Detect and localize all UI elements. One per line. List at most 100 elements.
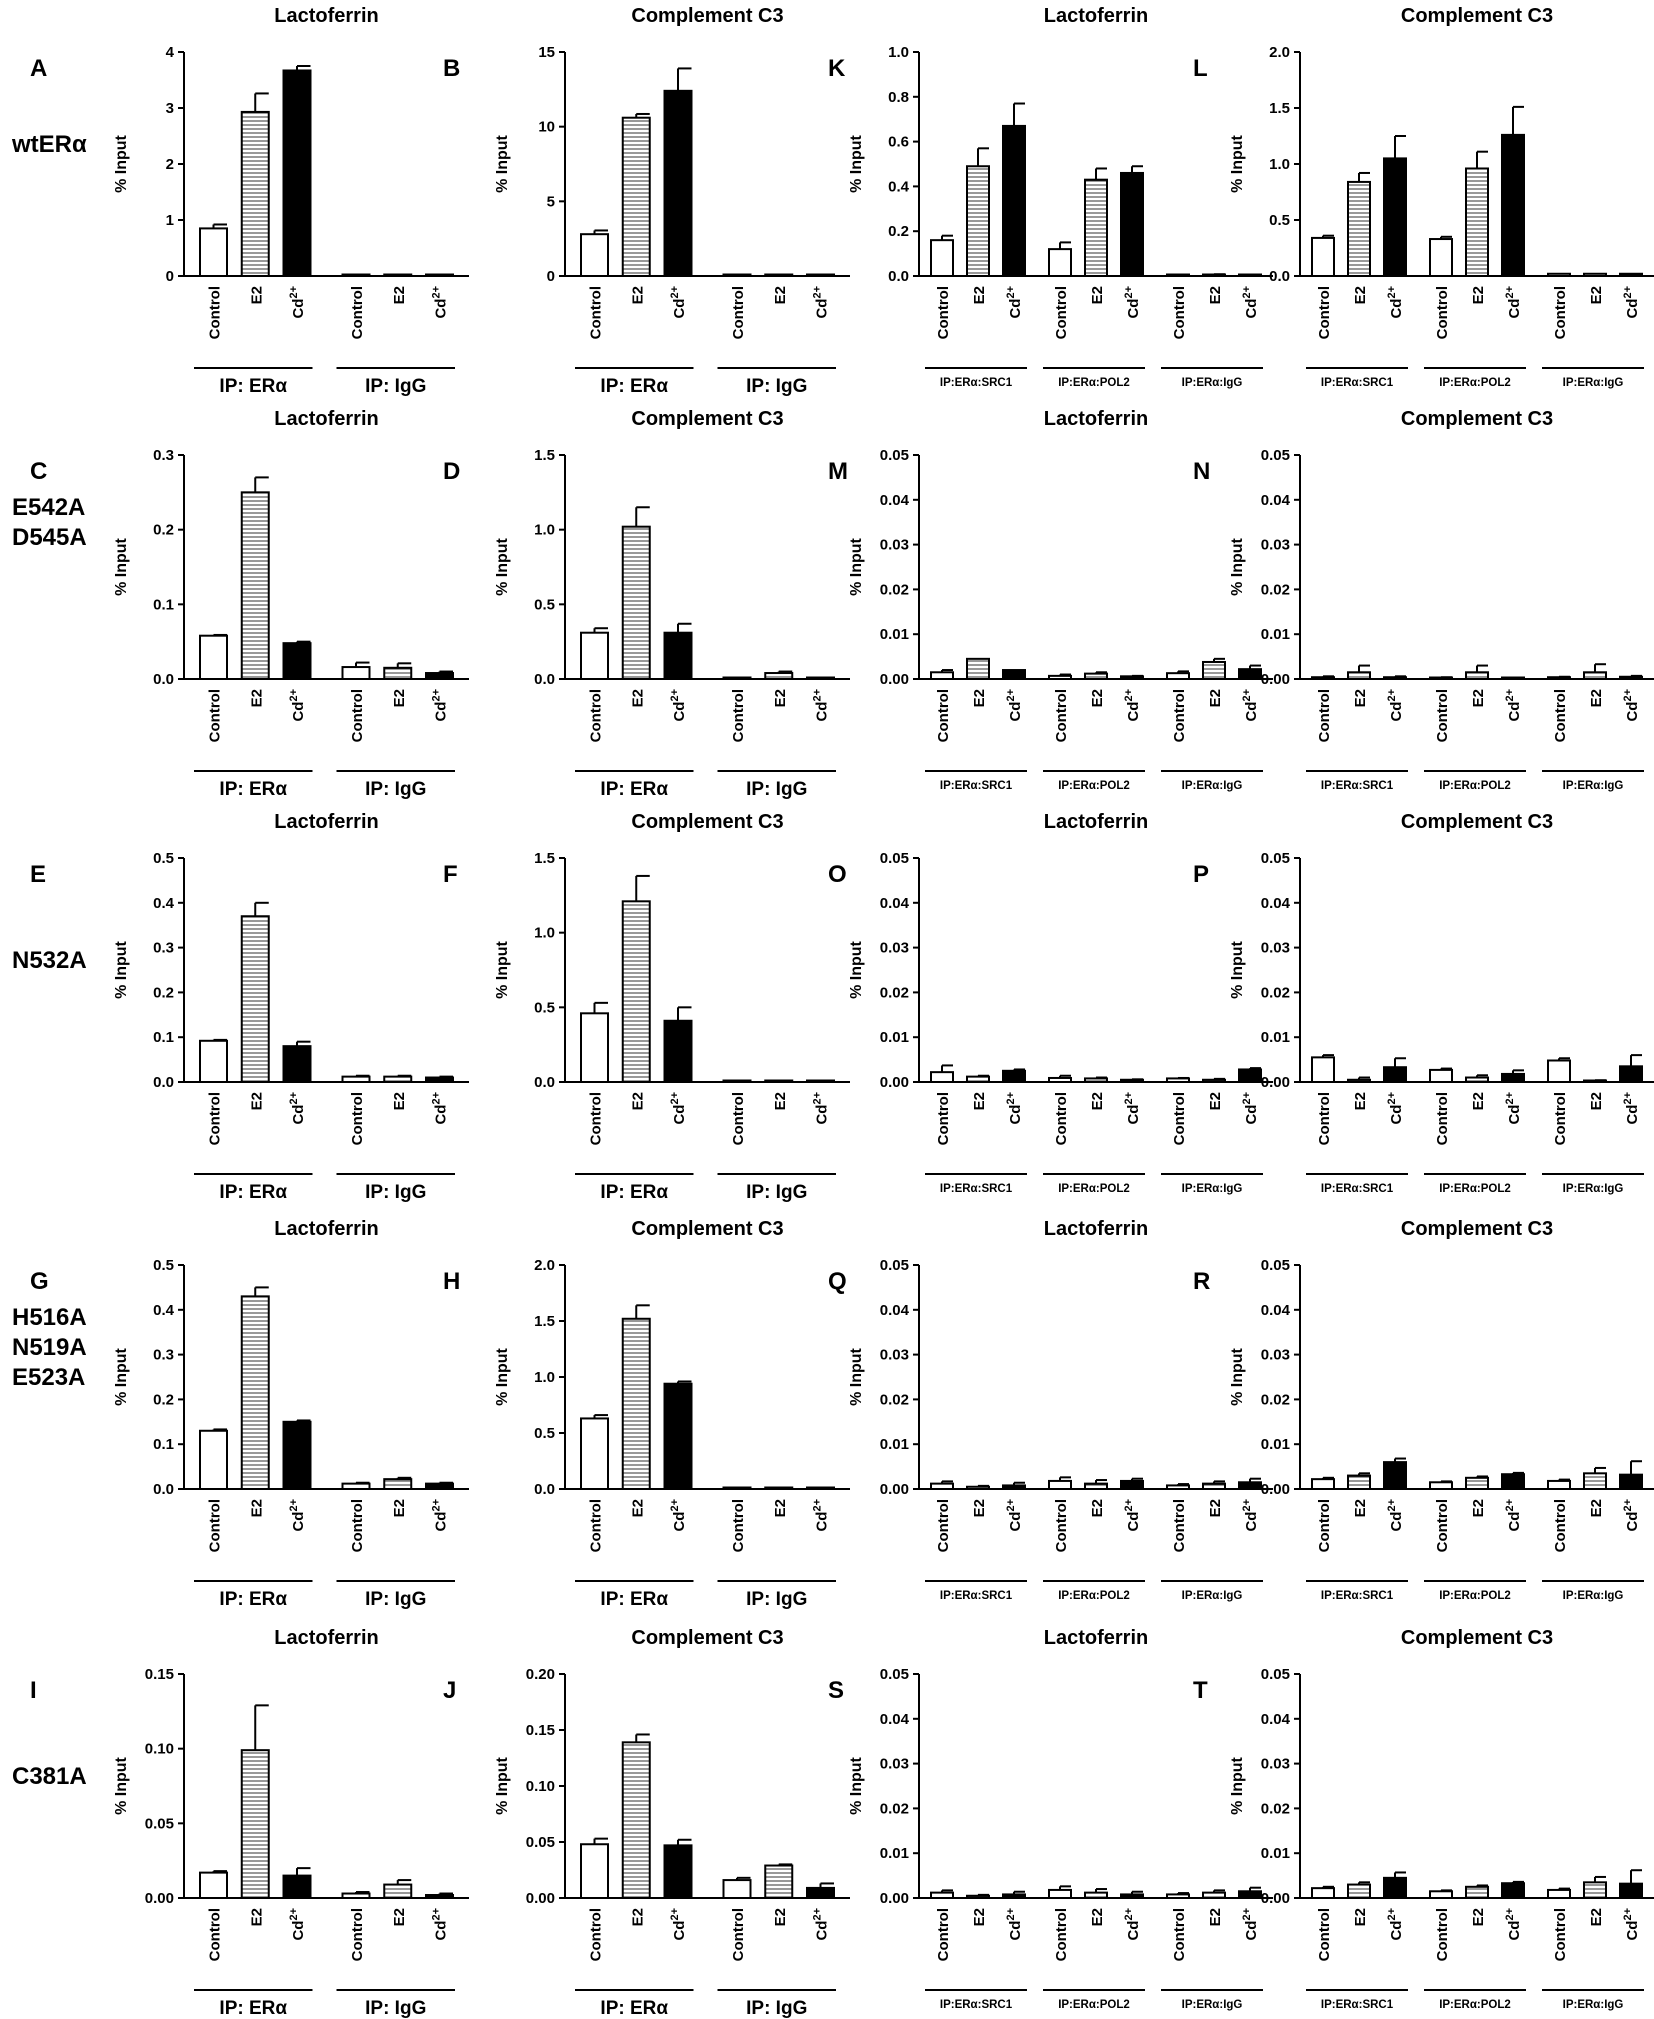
- bar: [1166, 1893, 1190, 1900]
- category-label: Cd2+: [1005, 1092, 1024, 1125]
- bar: [1619, 1473, 1643, 1490]
- row-label: E542A D545A: [12, 494, 87, 551]
- bar: [1202, 1482, 1226, 1491]
- category-label: Control: [730, 689, 747, 742]
- category-label: Cd2+: [812, 1499, 831, 1532]
- category-label: Control: [1552, 1908, 1569, 1961]
- bar: [966, 1485, 990, 1491]
- panel-letter: M: [828, 458, 848, 485]
- category-label: Control: [588, 689, 605, 742]
- y-axis-label: % Input: [848, 537, 865, 595]
- group-label: IP:ERα:SRC1: [1321, 377, 1394, 389]
- bar: [930, 1891, 954, 1900]
- y-tick-label: 0.00: [145, 1890, 174, 1907]
- y-axis-label: % Input: [1229, 134, 1246, 192]
- category-label: E2: [971, 286, 988, 304]
- row-label-line: D545A: [12, 524, 87, 551]
- bar: [1002, 1893, 1026, 1900]
- bar: [1347, 671, 1371, 681]
- bar: [663, 631, 693, 680]
- category-label: Cd2+: [288, 1499, 307, 1532]
- bar: [1084, 1891, 1108, 1900]
- panel-letter: C: [30, 458, 47, 485]
- category-label: Cd2+: [431, 1908, 450, 1941]
- category-label: E2: [1207, 1092, 1224, 1110]
- category-label: Control: [935, 1092, 952, 1145]
- category-label: Cd2+: [1504, 286, 1523, 319]
- y-tick-label: 0.03: [1261, 1347, 1290, 1364]
- y-tick-label: 0.05: [880, 850, 909, 867]
- y-tick-label: 2.0: [1269, 44, 1290, 61]
- y-tick-label: 0.00: [880, 1890, 909, 1907]
- row-label-line: N519A: [12, 1334, 87, 1361]
- y-tick-label: 1.5: [534, 850, 555, 867]
- bar: [966, 165, 990, 278]
- category-label: E2: [629, 286, 646, 304]
- category-label: E2: [971, 1499, 988, 1517]
- category-label: Control: [207, 1092, 224, 1145]
- category-label: Cd2+: [1386, 1499, 1405, 1532]
- bar: [199, 634, 228, 681]
- category-label: Control: [1316, 689, 1333, 742]
- y-axis-label: % Input: [113, 1756, 130, 1814]
- y-tick-label: 1.5: [534, 1313, 555, 1330]
- bar: [1311, 1887, 1335, 1900]
- y-tick-label: 0.00: [880, 1481, 909, 1498]
- category-label: Control: [1053, 286, 1070, 339]
- category-label: E2: [1352, 1908, 1369, 1926]
- bar: [282, 642, 312, 680]
- category-label: Cd2+: [1622, 1499, 1641, 1532]
- chart-title: Complement C3: [631, 5, 783, 27]
- category-label: Control: [1434, 286, 1451, 339]
- chart-panel: Complement C3 0.00 0.01 0.02 0.03 0.04 0.05 % I…: [1229, 1218, 1654, 1602]
- bar: [383, 1478, 413, 1491]
- y-tick-label: 0.15: [145, 1666, 174, 1683]
- chart-panel: Lactoferrin L 0.0 0.2 0.4 0.6 0.8 1.0 % Input Con…: [848, 5, 1273, 389]
- y-tick-label: 0.0: [153, 1481, 174, 1498]
- y-tick-label: 1.5: [1269, 100, 1290, 117]
- chart-panel: Complement C3 M 0.0 0.5 1.0 1.5 % Input Control…: [494, 408, 850, 800]
- group-label: IP: ERα: [219, 779, 287, 800]
- group-label: IP:ERα:IgG: [1182, 1183, 1243, 1195]
- category-label: E2: [629, 1092, 646, 1110]
- category-label: Cd2+: [1386, 1092, 1405, 1125]
- y-tick-label: 0.03: [880, 537, 909, 554]
- group-label: IP: ERα: [219, 1182, 287, 1203]
- panel-letter: J: [443, 1677, 456, 1704]
- chart-panel: Lactoferrin P 0.00 0.01 0.02 0.03 0.04 0.05 % In…: [848, 811, 1273, 1195]
- panel-letter: N: [1193, 458, 1210, 485]
- category-label: Cd2+: [1386, 689, 1405, 722]
- chart-title: Complement C3: [1401, 1627, 1553, 1649]
- category-label: Cd2+: [288, 689, 307, 722]
- chart-title: Complement C3: [631, 1218, 783, 1240]
- bar: [1383, 1876, 1407, 1899]
- bar: [1429, 1068, 1453, 1084]
- bar: [1583, 1472, 1607, 1490]
- category-label: E2: [1588, 689, 1605, 707]
- bar: [722, 1486, 752, 1490]
- group-label: IP:ERα:POL2: [1058, 1999, 1130, 2011]
- y-tick-label: 1.0: [534, 1369, 555, 1386]
- y-tick-label: 0.02: [1261, 581, 1290, 598]
- category-label: Control: [1552, 286, 1569, 339]
- bar: [1048, 1479, 1072, 1491]
- category-label: Cd2+: [1622, 1092, 1641, 1125]
- group-label: IP: ERα: [600, 779, 668, 800]
- bar: [722, 1879, 752, 1899]
- category-label: E2: [1089, 1908, 1106, 1926]
- category-label: Control: [1171, 1908, 1188, 1961]
- category-label: E2: [1470, 1908, 1487, 1926]
- group-label: IP:ERα:POL2: [1439, 780, 1511, 792]
- category-label: E2: [772, 1092, 789, 1110]
- bar: [383, 273, 413, 277]
- bar: [663, 1019, 693, 1083]
- category-label: E2: [1089, 286, 1106, 304]
- category-label: Control: [1053, 1092, 1070, 1145]
- y-tick-label: 1.0: [1269, 156, 1290, 173]
- bar: [1202, 1078, 1226, 1084]
- category-label: E2: [1588, 286, 1605, 304]
- category-label: Cd2+: [1241, 1092, 1260, 1125]
- bar: [1166, 672, 1190, 681]
- bar: [1347, 180, 1371, 277]
- y-axis-label: % Input: [494, 1756, 511, 1814]
